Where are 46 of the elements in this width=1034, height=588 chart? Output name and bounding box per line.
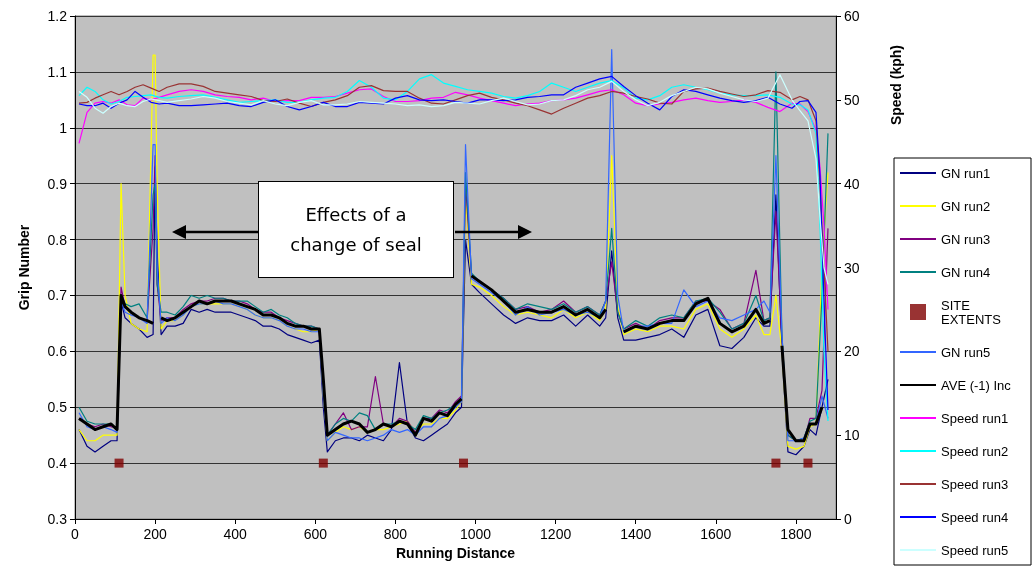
legend-label: Speed run3 (941, 476, 1009, 492)
x-tick-label: 0 (71, 526, 80, 542)
y-tick-label: 1.1 (47, 63, 68, 80)
y2-tick-label: 20 (844, 343, 860, 360)
legend-label: GN run5 (941, 344, 991, 360)
line-series (78, 74, 829, 285)
y-tick-label: 0.7 (47, 287, 68, 304)
x-axis-title: Running Distance (395, 544, 516, 561)
x-tick-label: 600 (303, 526, 328, 542)
y2-tick-label: 30 (844, 259, 860, 276)
x-tick-label: 1000 (459, 526, 492, 542)
y-tick-label: 0.6 (47, 343, 68, 360)
legend-label: Speed run5 (941, 542, 1009, 558)
legend-label: GN run2 (941, 198, 991, 214)
y-tick-label: 0.8 (47, 231, 68, 248)
y2-tick-label: 10 (844, 427, 860, 444)
y2-tick-label: 0 (844, 511, 852, 527)
x-tick-label: 400 (223, 526, 248, 542)
x-tick-label: 800 (383, 526, 408, 542)
x-tick-label: 1800 (780, 526, 812, 542)
line-series (78, 83, 829, 352)
y-tick-label: 0.3 (47, 511, 68, 527)
y2-tick-label: 60 (844, 8, 860, 24)
x-tick-label: 1200 (540, 526, 572, 542)
legend-label: AVE (-1) Inc (941, 377, 1012, 393)
legend-label: Speed run4 (941, 509, 1009, 525)
y-tick-label: 0.5 (47, 399, 68, 416)
y-tick-label: 1.2 (47, 8, 68, 24)
x-tick-label: 1600 (700, 526, 732, 542)
x-tick-label: 1400 (620, 526, 652, 542)
y2-tick-label: 40 (844, 175, 860, 192)
legend-label: SITE EXTENTS (941, 297, 1002, 327)
legend-label: GN run3 (941, 231, 991, 247)
y-tick-label: 0.4 (47, 455, 68, 472)
legend-label: GN run1 (941, 165, 991, 181)
x-tick-label: 200 (143, 526, 167, 542)
callout-box: Effects of a change of seal (258, 181, 454, 278)
y2-tick-label: 50 (844, 91, 860, 108)
y-tick-label: 0.9 (47, 175, 68, 192)
y2-axis-title: Speed (kph) (888, 44, 904, 126)
y-axis-title: Grip Number (16, 224, 32, 311)
line-series (78, 88, 829, 311)
legend-label: Speed run2 (941, 443, 1009, 459)
y-tick-label: 1 (59, 119, 68, 136)
legend-label: Speed run1 (941, 410, 1009, 426)
legend-label: GN run4 (941, 264, 991, 280)
